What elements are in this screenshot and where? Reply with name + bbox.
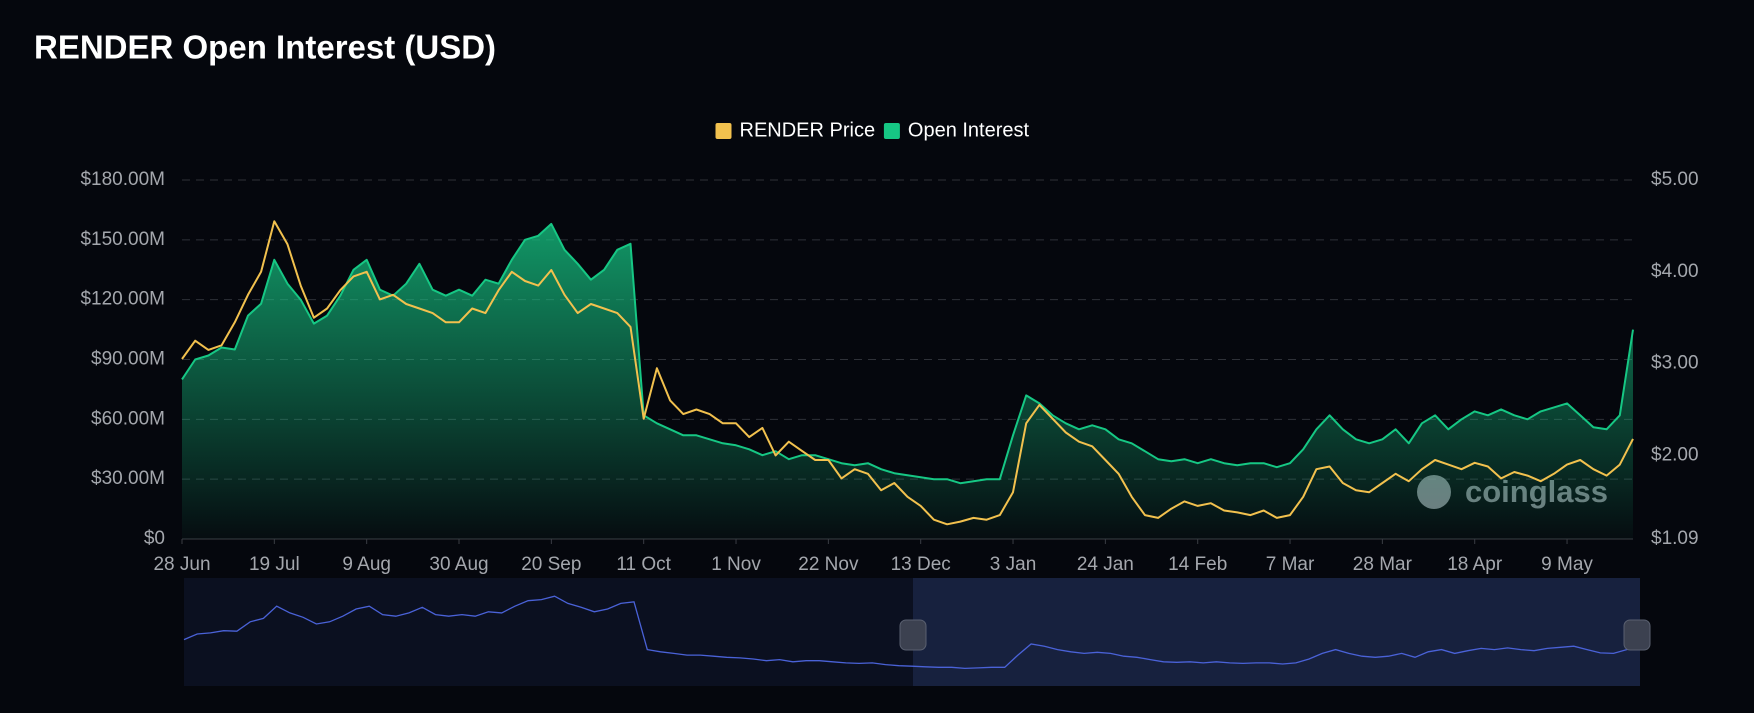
x-tick-label: 9 Aug <box>342 554 391 575</box>
x-tick-label: 30 Aug <box>429 554 488 575</box>
x-tick-label: 11 Oct <box>616 554 671 575</box>
x-tick-label: 3 Jan <box>990 554 1036 575</box>
x-tick-label: 14 Feb <box>1168 554 1227 575</box>
navigator-handle[interactable] <box>1623 619 1651 651</box>
navigator-selection[interactable] <box>913 578 1640 686</box>
x-tick-label: 28 Jun <box>153 554 210 575</box>
x-tick-label: 28 Mar <box>1353 554 1413 575</box>
x-tick-label: 22 Nov <box>798 554 859 575</box>
x-tick-label: 13 Dec <box>891 554 951 575</box>
y-tick-label: $30.00M <box>91 468 165 489</box>
navigator-handle[interactable] <box>899 619 927 651</box>
y-tick-label: $180.00M <box>80 169 165 190</box>
legend-label[interactable]: RENDER Price <box>740 119 876 141</box>
navigator-line <box>183 595 1641 670</box>
y-tick-label: $0 <box>144 528 165 549</box>
y2-tick-label: $5.00 <box>1651 169 1699 190</box>
x-tick-label: 9 May <box>1541 554 1593 575</box>
y2-tick-label: $2.00 <box>1651 444 1699 465</box>
x-tick-label: 20 Sep <box>521 554 581 575</box>
y2-tick-label: $1.09 <box>1651 528 1699 549</box>
legend-swatch[interactable] <box>715 123 732 139</box>
x-tick-label: 24 Jan <box>1077 554 1134 575</box>
y-tick-label: $90.00M <box>91 349 165 370</box>
x-tick-label: 19 Jul <box>249 554 300 575</box>
series-line <box>181 222 1634 485</box>
y2-tick-label: $4.00 <box>1651 261 1699 282</box>
series-line <box>181 220 1634 526</box>
area <box>182 223 1633 539</box>
y-tick-label: $60.00M <box>91 408 165 429</box>
y-tick-label: $150.00M <box>80 229 165 250</box>
y-tick-label: $120.00M <box>80 289 165 310</box>
legend-label[interactable]: Open Interest <box>908 119 1030 141</box>
legend-swatch[interactable] <box>883 123 900 139</box>
x-tick-label: 7 Mar <box>1266 554 1315 575</box>
chart-title: RENDER Open Interest (USD) <box>34 29 496 66</box>
x-tick-label: 1 Nov <box>711 554 761 575</box>
y2-tick-label: $3.00 <box>1651 353 1699 374</box>
x-tick-label: 18 Apr <box>1447 554 1503 575</box>
